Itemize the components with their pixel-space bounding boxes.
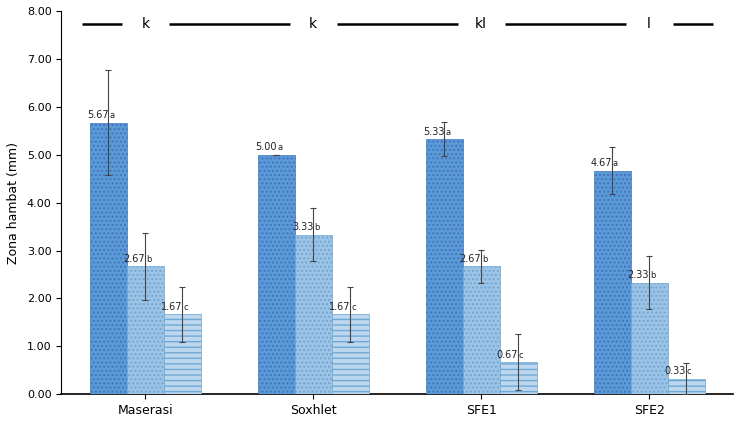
Text: kl: kl (475, 17, 487, 31)
Text: b: b (650, 271, 656, 280)
Bar (630, 283, 667, 394)
Text: a: a (445, 128, 450, 137)
Text: c: c (687, 367, 691, 376)
Text: 1.67: 1.67 (161, 302, 182, 312)
Text: b: b (147, 255, 152, 264)
Text: c: c (183, 303, 188, 312)
Text: 0.33: 0.33 (665, 366, 686, 376)
Text: l: l (648, 17, 651, 31)
Text: 2.67: 2.67 (124, 254, 145, 264)
Text: 2.67: 2.67 (460, 254, 481, 264)
Text: 4.67: 4.67 (591, 158, 612, 168)
Text: b: b (482, 255, 488, 264)
Bar (425, 139, 462, 394)
Bar (332, 314, 369, 394)
Y-axis label: Zona hambat (mm): Zona hambat (mm) (7, 142, 20, 264)
Bar (164, 314, 201, 394)
Text: 0.67: 0.67 (497, 350, 518, 360)
Text: k: k (309, 17, 317, 31)
Text: 5.67: 5.67 (87, 110, 108, 120)
Bar (593, 170, 630, 394)
Text: a: a (110, 111, 115, 120)
Text: 3.33: 3.33 (292, 222, 313, 232)
Text: 5.33: 5.33 (423, 126, 444, 137)
Text: b: b (314, 223, 320, 232)
Bar (295, 235, 332, 394)
Bar (258, 155, 295, 394)
Bar (127, 266, 164, 394)
Text: a: a (278, 143, 282, 152)
Bar (500, 362, 536, 394)
Text: 1.67: 1.67 (329, 302, 350, 312)
Bar (462, 266, 500, 394)
Text: 2.33: 2.33 (628, 270, 649, 280)
Text: c: c (351, 303, 356, 312)
Text: c: c (519, 351, 524, 360)
Bar (667, 379, 704, 394)
Text: k: k (141, 17, 149, 31)
Text: 5.00: 5.00 (255, 142, 276, 152)
Bar (90, 123, 127, 394)
Text: a: a (613, 159, 618, 168)
